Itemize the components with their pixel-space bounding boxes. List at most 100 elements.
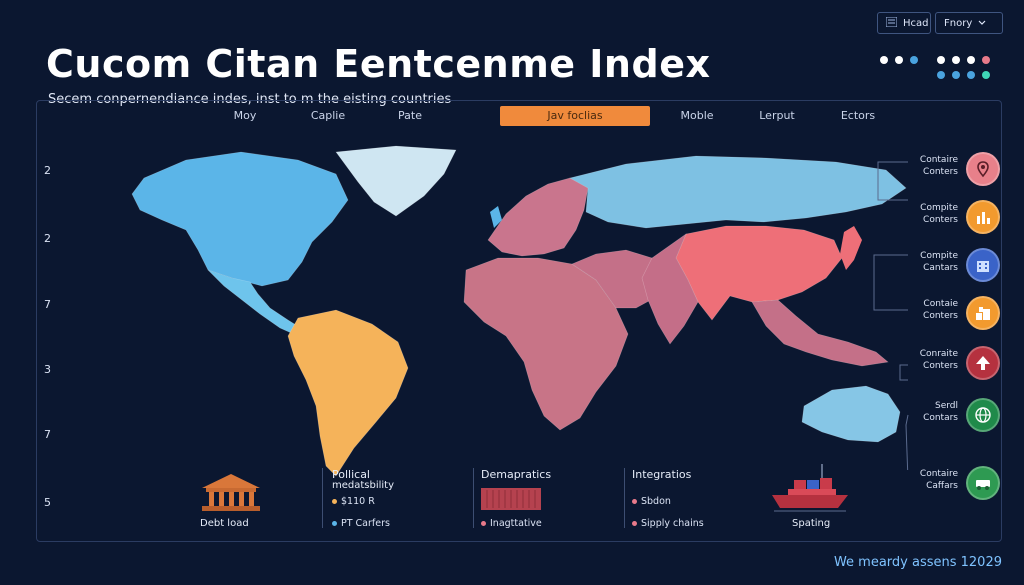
indicator-connectors bbox=[873, 161, 909, 470]
region-greenland[interactable] bbox=[335, 145, 457, 217]
political-row-2-text: PT Carfers bbox=[341, 518, 390, 529]
chevron-down-icon bbox=[978, 18, 986, 29]
integrations-row-1: Sbdon bbox=[632, 496, 671, 507]
political-row-1: $110 R bbox=[332, 496, 375, 507]
tab-moy[interactable]: Moy bbox=[233, 109, 257, 122]
indicator-item[interactable]: Contaie Conters bbox=[870, 294, 1000, 334]
indicator-label: Contaie Conters bbox=[923, 298, 958, 322]
indicator-label-line-2: Conters bbox=[923, 361, 958, 371]
region-europe[interactable] bbox=[487, 177, 589, 257]
y-axis-label: 3 bbox=[44, 363, 51, 376]
indicator-item[interactable]: Conraite Conters bbox=[870, 344, 1000, 384]
debt-load-label: Debt load bbox=[200, 518, 249, 529]
legend-dot bbox=[632, 521, 637, 526]
tab-lerput[interactable]: Lerput bbox=[759, 109, 795, 122]
indicator-label-line-2: Contars bbox=[923, 413, 958, 423]
page-subtitle: Secem conpernendiance indes, inst to m t… bbox=[48, 92, 452, 107]
y-axis-label: 2 bbox=[44, 164, 51, 177]
page-title: Cucom Citan Eentcenme Index bbox=[46, 42, 711, 86]
legend-dot bbox=[937, 71, 945, 79]
indicator-item[interactable]: Serdl Contars bbox=[870, 396, 1000, 436]
container-icon bbox=[481, 488, 541, 510]
region-south-america[interactable] bbox=[287, 309, 409, 477]
region-north-america[interactable] bbox=[131, 151, 349, 287]
indicator-label-line-2: Conters bbox=[923, 167, 958, 177]
demographics-title: Demapratics bbox=[481, 468, 552, 481]
legend-dot bbox=[952, 71, 960, 79]
indicator-item[interactable]: Contaire Caffars bbox=[870, 464, 1000, 504]
building-icon[interactable] bbox=[966, 248, 1000, 282]
legend-dot bbox=[910, 56, 918, 64]
legend-dot bbox=[880, 56, 888, 64]
integrations-row-2-text: Sipply chains bbox=[641, 518, 704, 529]
chart-bars-icon[interactable] bbox=[966, 200, 1000, 234]
region-africa[interactable] bbox=[463, 257, 629, 431]
list-icon bbox=[885, 16, 898, 30]
building-icon bbox=[202, 474, 260, 511]
legend-dot bbox=[332, 521, 337, 526]
head-button[interactable]: Hcad bbox=[877, 12, 931, 34]
legend-dot bbox=[982, 71, 990, 79]
indicator-item[interactable]: Compite Cantars bbox=[870, 246, 1000, 286]
y-axis-label: 7 bbox=[44, 298, 51, 311]
indicator-label-line-2: Caffars bbox=[926, 481, 958, 491]
tab-moble[interactable]: Moble bbox=[680, 109, 714, 122]
legend-dot bbox=[967, 56, 975, 64]
indicator-label: Contaire Conters bbox=[920, 154, 958, 178]
legend-dot bbox=[481, 521, 486, 526]
pin-icon[interactable] bbox=[966, 152, 1000, 186]
integrations-row-2: Sipply chains bbox=[632, 518, 704, 529]
indicator-item[interactable]: Compite Conters bbox=[870, 198, 1000, 238]
indicator-label-line-1: Contaire bbox=[919, 155, 958, 165]
world-map bbox=[131, 145, 907, 477]
indicator-label: Contaire Caffars bbox=[920, 468, 958, 492]
indicator-label: Compite Conters bbox=[920, 202, 958, 226]
political-row-1-text: $110 R bbox=[341, 496, 375, 507]
region-uk[interactable] bbox=[490, 206, 502, 228]
region-southeast-asia[interactable] bbox=[751, 299, 889, 367]
political-title-line-2: medatsbility bbox=[332, 480, 395, 491]
indicator-label-line-1: Compite bbox=[920, 203, 958, 213]
fnory-dropdown[interactable]: Fnory bbox=[935, 12, 1003, 34]
political-title-line-1: Pollical bbox=[332, 468, 370, 481]
indicator-label-line-2: Cantars bbox=[923, 263, 958, 273]
region-japan[interactable] bbox=[840, 226, 862, 270]
legend-dot bbox=[982, 56, 990, 64]
indicator-label: Compite Cantars bbox=[920, 250, 958, 274]
indicator-label: Conraite Conters bbox=[920, 348, 958, 372]
divider bbox=[473, 468, 474, 528]
legend-dots-row-2 bbox=[937, 56, 990, 64]
ship-icon bbox=[772, 464, 848, 512]
globe-icon[interactable] bbox=[966, 398, 1000, 432]
indicator-label-line-1: Contaie bbox=[923, 299, 958, 309]
region-india[interactable] bbox=[641, 233, 699, 345]
political-row-2: PT Carfers bbox=[332, 518, 390, 529]
indicator-label-line-2: Conters bbox=[923, 215, 958, 225]
region-russia[interactable] bbox=[569, 155, 907, 229]
fnory-dropdown-label: Fnory bbox=[944, 17, 973, 29]
y-axis-label: 2 bbox=[44, 232, 51, 245]
y-axis-label: 7 bbox=[44, 428, 51, 441]
legend-dots-row-3 bbox=[937, 71, 990, 79]
legend-dot bbox=[632, 499, 637, 504]
y-axis-label: 5 bbox=[44, 496, 51, 509]
head-button-label: Hcad bbox=[903, 17, 929, 29]
tab-caplie[interactable]: Caplie bbox=[310, 109, 346, 122]
indicator-label-line-1: Conraite bbox=[919, 349, 958, 359]
legend-dots-row-1 bbox=[880, 56, 918, 64]
legend-dot bbox=[895, 56, 903, 64]
boxes-icon[interactable] bbox=[966, 296, 1000, 330]
tab-bar: Moy Caplie Pate Jav foclias Moble Lerput… bbox=[0, 106, 1024, 128]
tab-pate[interactable]: Pate bbox=[398, 109, 422, 122]
shipping-label: Spating bbox=[792, 518, 831, 529]
indicator-label-line-1: Contaire bbox=[919, 469, 958, 479]
region-australia[interactable] bbox=[801, 385, 901, 443]
vehicle-icon[interactable] bbox=[966, 466, 1000, 500]
indicator-item[interactable]: Contaire Conters bbox=[870, 150, 1000, 190]
indicator-label-line-2: Conters bbox=[923, 311, 958, 321]
tab-jav-foclias[interactable]: Jav foclias bbox=[500, 106, 650, 126]
arrow-up-icon[interactable] bbox=[966, 346, 1000, 380]
tab-ectors[interactable]: Ectors bbox=[840, 109, 876, 122]
legend-dot bbox=[952, 56, 960, 64]
footer-text: We meardy assens 12029 bbox=[833, 555, 1002, 570]
